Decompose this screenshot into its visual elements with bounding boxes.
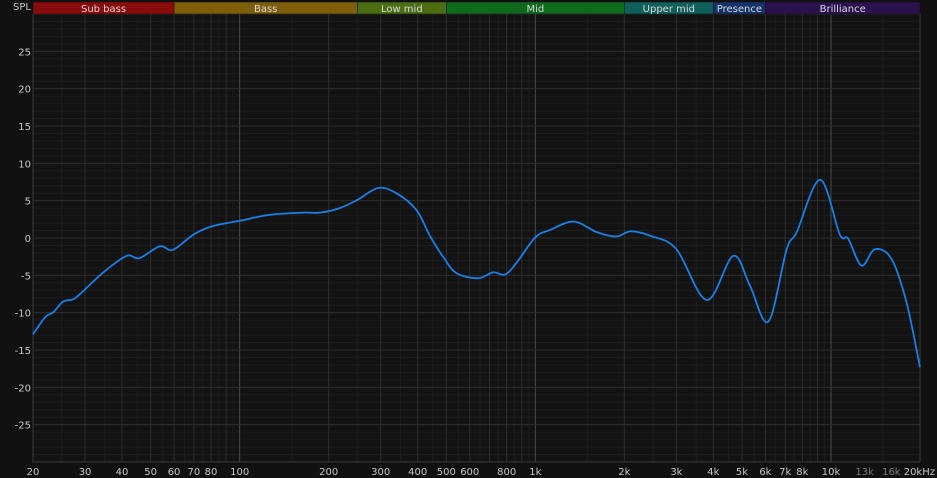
y-tick-label: 15: [18, 122, 31, 133]
band-label: Presence: [717, 4, 762, 15]
x-tick-label: 6k: [759, 467, 771, 478]
x-tick-label: 200: [319, 467, 338, 478]
x-tick-label: 40: [116, 467, 129, 478]
y-tick-label: 0: [25, 234, 31, 245]
x-tick-label: 2k: [618, 467, 630, 478]
x-tick-label: 20: [27, 467, 40, 478]
y-tick-label: -5: [21, 271, 31, 282]
y-axis: 25 20 15 10 5 0 -5 -10 -15 -20 -25: [15, 47, 31, 431]
x-tick-label: 600: [460, 467, 479, 478]
y-tick-label: -15: [15, 346, 31, 357]
y-tick-label: 20: [18, 85, 31, 96]
band-label: Bass: [254, 4, 277, 15]
y-axis-label: SPL: [13, 2, 31, 13]
y-tick-label: -25: [15, 421, 31, 432]
y-tick-label: -10: [15, 309, 31, 320]
x-tick-label: 500: [437, 467, 456, 478]
x-tick-label: 1k: [529, 467, 541, 478]
x-tick-label: 300: [371, 467, 390, 478]
y-tick-label: -20: [15, 383, 31, 394]
x-tick-label: 7k: [779, 467, 791, 478]
x-tick-label: 80: [205, 467, 218, 478]
frequency-bands: Sub bass Bass Low mid Mid Upper mid Presence B…: [32, 1, 921, 15]
x-tick-label: 13k: [855, 467, 874, 478]
x-tick-label: 70: [187, 467, 200, 478]
x-tick-label: 30: [79, 467, 92, 478]
band-brilliance: [765, 1, 921, 15]
x-tick-label: 400: [408, 467, 427, 478]
x-tick-label: 3k: [670, 467, 682, 478]
band-label: Mid: [526, 4, 544, 15]
x-tick-label: 16k: [882, 467, 901, 478]
band-label: Low mid: [381, 4, 423, 15]
band-label: Sub bass: [81, 4, 126, 15]
x-tick-label: 8k: [796, 467, 808, 478]
x-tick-label: 10k: [822, 467, 841, 478]
x-tick-label: 5k: [736, 467, 748, 478]
x-tick-label: 800: [497, 467, 516, 478]
band-label: Upper mid: [643, 4, 695, 15]
grid: [32, 13, 921, 463]
y-tick-label: 10: [18, 159, 31, 170]
x-axis: 20 30 40 50 60 70 80 100 200 300 400 500 600 800 1k 2k 3…: [27, 467, 935, 478]
y-tick-label: 5: [25, 197, 31, 208]
x-tick-label: 60: [168, 467, 181, 478]
y-tick-label: 25: [18, 47, 31, 58]
band-label: Brilliance: [820, 4, 866, 15]
response-curve: [32, 178, 921, 368]
x-tick-label: 100: [230, 467, 249, 478]
series-group: [32, 178, 921, 368]
x-tick-label: 50: [144, 467, 157, 478]
x-tick-label: 20kHz: [904, 467, 935, 478]
x-tick-label: 4k: [707, 467, 719, 478]
